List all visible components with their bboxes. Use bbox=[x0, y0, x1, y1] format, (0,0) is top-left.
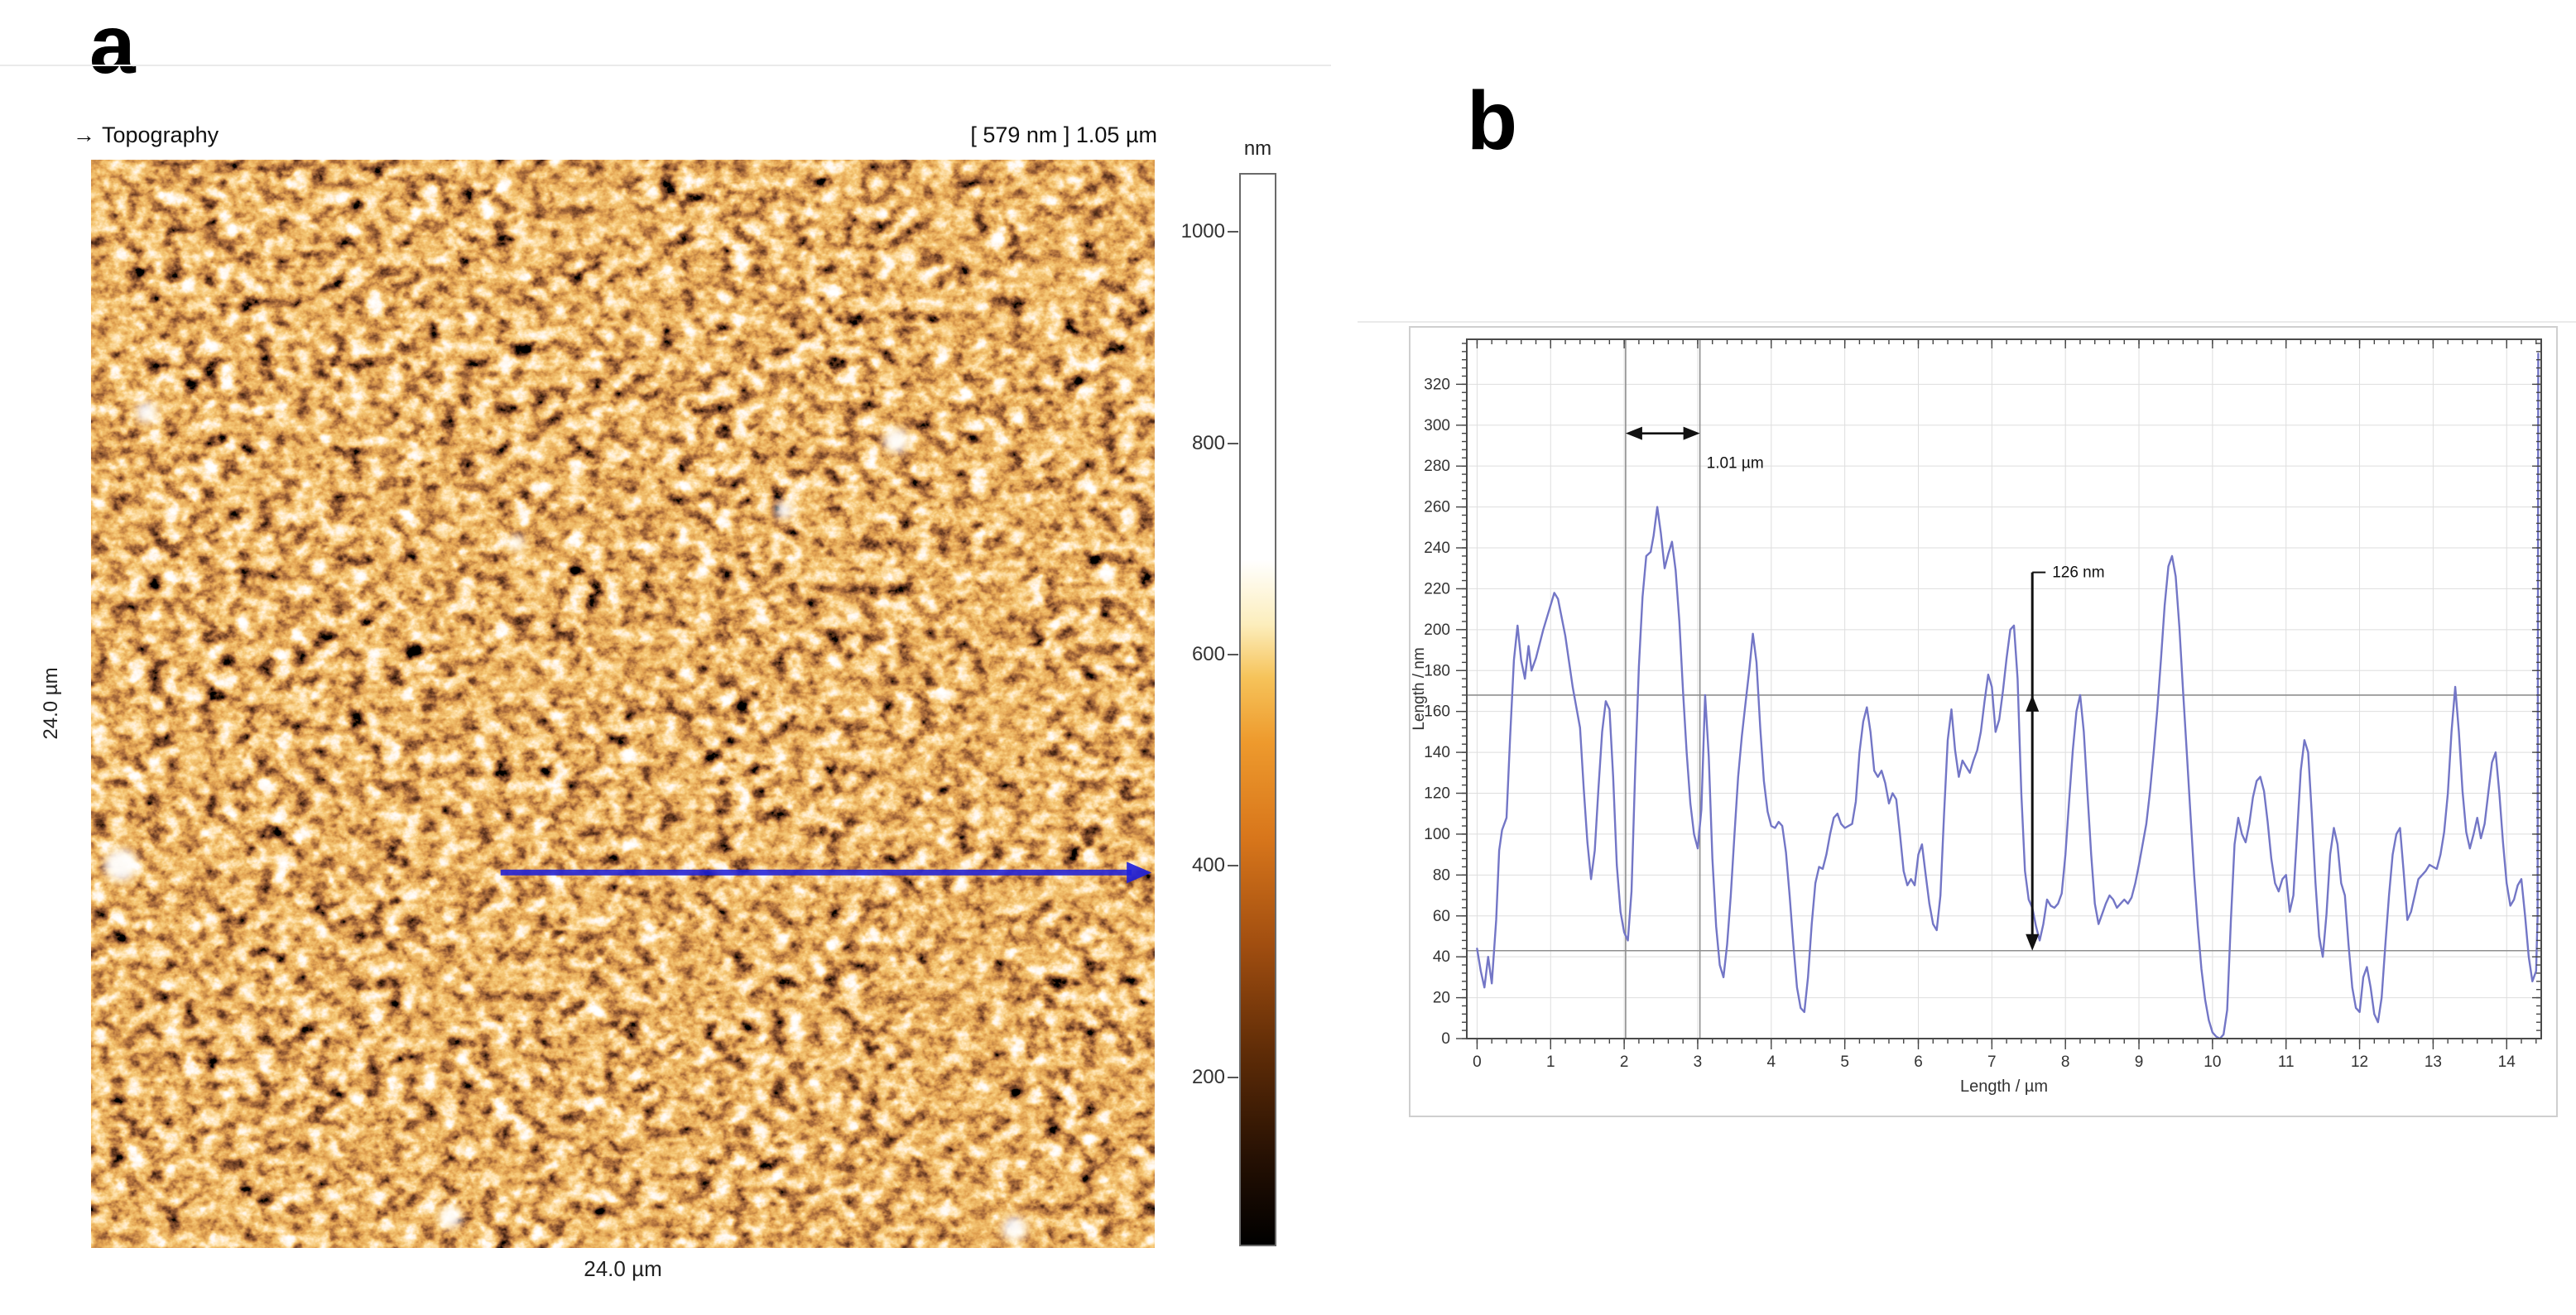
y-tick-label: 100 bbox=[1424, 826, 1450, 843]
colorbar bbox=[1239, 173, 1276, 1246]
profile-line bbox=[500, 869, 1132, 876]
profile-chart-svg: 0 1 2 3 4 5 6 7 8 9 10 11 12 13 1402040608010012014016… bbox=[1411, 338, 2542, 1096]
afm-white-particles bbox=[103, 401, 1027, 1241]
colorbar-tick-label: 1000 bbox=[1180, 220, 1225, 243]
afm-white-spot bbox=[103, 848, 137, 882]
afm-white-spot bbox=[775, 501, 794, 520]
colorbar-tick-label: 800 bbox=[1191, 431, 1225, 454]
x-tick-label: 1 bbox=[1546, 1053, 1555, 1071]
y-tick-label: 260 bbox=[1424, 499, 1450, 516]
y-tick-label: 140 bbox=[1424, 744, 1450, 761]
y-tick-label: 20 bbox=[1433, 990, 1450, 1007]
afm-y-axis-label: 24.0 µm bbox=[40, 667, 62, 740]
afm-x-axis-label: 24.0 µm bbox=[584, 1256, 662, 1281]
colorbar-tick-label: 600 bbox=[1191, 643, 1225, 666]
height-range-label: [ 579 nm ] 1.05 µm bbox=[970, 122, 1157, 147]
x-tick-label: 9 bbox=[2135, 1053, 2144, 1071]
panel-b-top-divider bbox=[1358, 321, 2576, 323]
colorbar-tick-label: 200 bbox=[1191, 1065, 1225, 1088]
y-tick-label: 300 bbox=[1424, 417, 1450, 434]
topography-title: Topography bbox=[102, 122, 219, 147]
x-tick-label: 7 bbox=[1987, 1053, 1997, 1071]
y-tick-label: 320 bbox=[1424, 376, 1450, 393]
x-axis-title: Length / µm bbox=[1960, 1077, 2048, 1096]
x-tick-label: 12 bbox=[2351, 1053, 2368, 1071]
y-tick-label: 280 bbox=[1424, 458, 1450, 475]
y-tick-label: 240 bbox=[1424, 540, 1450, 557]
y-tick-label: 0 bbox=[1441, 1030, 1450, 1048]
y-tick-label: 60 bbox=[1433, 908, 1450, 925]
x-tick-label: 13 bbox=[2425, 1053, 2442, 1071]
distance-annotation-label: 1.01 µm bbox=[1707, 455, 1764, 473]
y-tick-label: 40 bbox=[1433, 948, 1450, 966]
y-tick-label: 180 bbox=[1424, 662, 1450, 679]
x-tick-label: 6 bbox=[1914, 1053, 1923, 1071]
x-tick-label: 4 bbox=[1767, 1053, 1776, 1071]
colorbar-tick-mark bbox=[1228, 231, 1238, 233]
colorbar-tick-label: 400 bbox=[1191, 854, 1225, 877]
x-tick-label: 5 bbox=[1840, 1053, 1849, 1071]
afm-white-spot bbox=[509, 535, 524, 550]
x-tick-label: 2 bbox=[1620, 1053, 1629, 1071]
x-tick-label: 11 bbox=[2278, 1053, 2295, 1071]
y-tick-label: 160 bbox=[1424, 703, 1450, 721]
y-tick-label: 220 bbox=[1424, 580, 1450, 598]
afm-white-spot bbox=[440, 1207, 462, 1229]
profile-chart: 0 1 2 3 4 5 6 7 8 9 10 11 12 13 14 0 20 40 60 80 100 120 140 16… bbox=[1409, 326, 2558, 1117]
afm-white-spot bbox=[135, 401, 157, 424]
afm-topography-image bbox=[91, 160, 1155, 1248]
height-annotation-label: 126 nm bbox=[2052, 564, 2104, 582]
colorbar-tick-mark bbox=[1228, 442, 1238, 444]
afm-white-spot bbox=[1002, 1216, 1027, 1241]
profile-arrowhead-icon bbox=[1127, 861, 1152, 884]
y-tick-label: 120 bbox=[1424, 785, 1450, 803]
profile-scan-line bbox=[500, 861, 1152, 884]
afm-texture bbox=[91, 160, 1155, 1248]
y-tick-label: 200 bbox=[1424, 622, 1450, 639]
topography-arrow-icon: → bbox=[73, 122, 95, 147]
colorbar-tick-mark bbox=[1228, 654, 1238, 656]
x-tick-label: 0 bbox=[1473, 1053, 1482, 1071]
panel-b-label: b bbox=[1467, 74, 1518, 167]
afm-noise-field bbox=[91, 160, 1155, 1248]
topography-header: → Topography bbox=[73, 122, 219, 148]
x-tick-label: 3 bbox=[1694, 1053, 1703, 1071]
panel-a-label: a bbox=[89, 0, 136, 91]
panel-a-top-divider bbox=[0, 65, 1331, 66]
colorbar-tick-mark bbox=[1228, 865, 1238, 867]
x-tick-label: 8 bbox=[2061, 1053, 2070, 1071]
profile-data-line bbox=[1476, 353, 2540, 1040]
colorbar-tick-mark bbox=[1228, 1076, 1238, 1078]
x-tick-label: 14 bbox=[2498, 1053, 2516, 1071]
y-tick-label: 80 bbox=[1433, 866, 1450, 884]
y-axis-title: Length / nm bbox=[1411, 647, 1428, 730]
x-tick-label: 10 bbox=[2204, 1053, 2221, 1071]
afm-white-spot bbox=[883, 428, 909, 454]
colorbar-unit-label: nm bbox=[1243, 137, 1272, 160]
